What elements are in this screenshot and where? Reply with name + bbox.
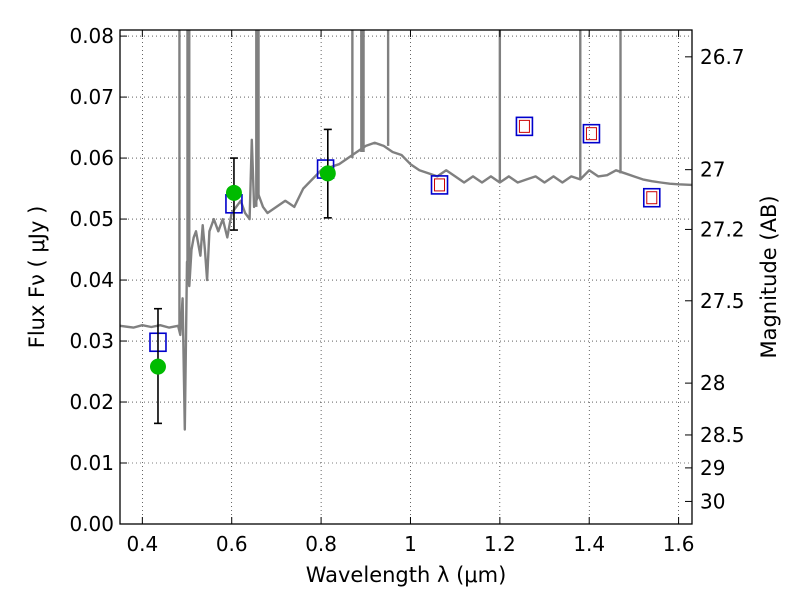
y-tick-label: 0.00	[69, 512, 114, 536]
model-photometry-square	[430, 175, 449, 195]
y-tick-label: 0.02	[69, 390, 114, 414]
observed-point	[149, 358, 166, 375]
y2-tick-label: 27	[700, 158, 725, 182]
y-tick-label: 0.03	[69, 329, 114, 353]
x-tick-label: 1.4	[573, 532, 605, 556]
y2-tick-label: 28	[700, 371, 725, 395]
x-tick-label: 1	[404, 532, 417, 556]
y-tick-label: 0.04	[69, 268, 114, 292]
y-tick-label: 0.01	[69, 451, 114, 475]
x-tick-label: 0.8	[305, 532, 337, 556]
x-tick-label: 0.6	[216, 532, 248, 556]
y-axis-label: Flux Fν ( μJy )	[25, 206, 49, 349]
upper-limit-square	[646, 191, 658, 205]
y-tick-label: 0.05	[69, 207, 114, 231]
x-tick-label: 1.6	[663, 532, 695, 556]
plot-background	[120, 30, 692, 524]
y2-tick-label: 26.7	[700, 45, 745, 69]
y-tick-label: 0.07	[69, 85, 114, 109]
model-photometry-square	[515, 116, 534, 137]
model-photometry-square	[582, 123, 601, 144]
plot-frame	[119, 29, 693, 525]
ticks: 0.4 0.6 0.8 1 1.2 1.4 1.6 0.00 0.01 0.02 0.03 0.04 0…	[69, 24, 744, 556]
x-tick-label: 0.4	[126, 532, 158, 556]
y2-tick-label: 27.5	[700, 289, 745, 313]
observed-point	[225, 184, 242, 201]
observed-point	[319, 165, 336, 182]
x-tick-label: 1.2	[484, 532, 516, 556]
x-axis-label: Wavelength λ (μm)	[306, 563, 507, 587]
y2-tick-label: 27.2	[700, 217, 745, 241]
upper-limit-square	[518, 119, 530, 133]
y2-tick-label: 30	[700, 489, 725, 513]
y-tick-label: 0.06	[69, 146, 114, 170]
model-photometry-square	[642, 187, 661, 208]
upper-limit-square	[434, 178, 446, 192]
series-layer	[120, 30, 692, 431]
y2-axis-label: Magnitude (AB)	[757, 195, 781, 358]
y2-tick-label: 29	[700, 456, 725, 480]
y2-tick-label: 28.5	[700, 423, 745, 447]
upper-limit-square	[585, 127, 597, 141]
y-tick-label: 0.08	[69, 24, 114, 48]
series-group	[120, 30, 692, 431]
